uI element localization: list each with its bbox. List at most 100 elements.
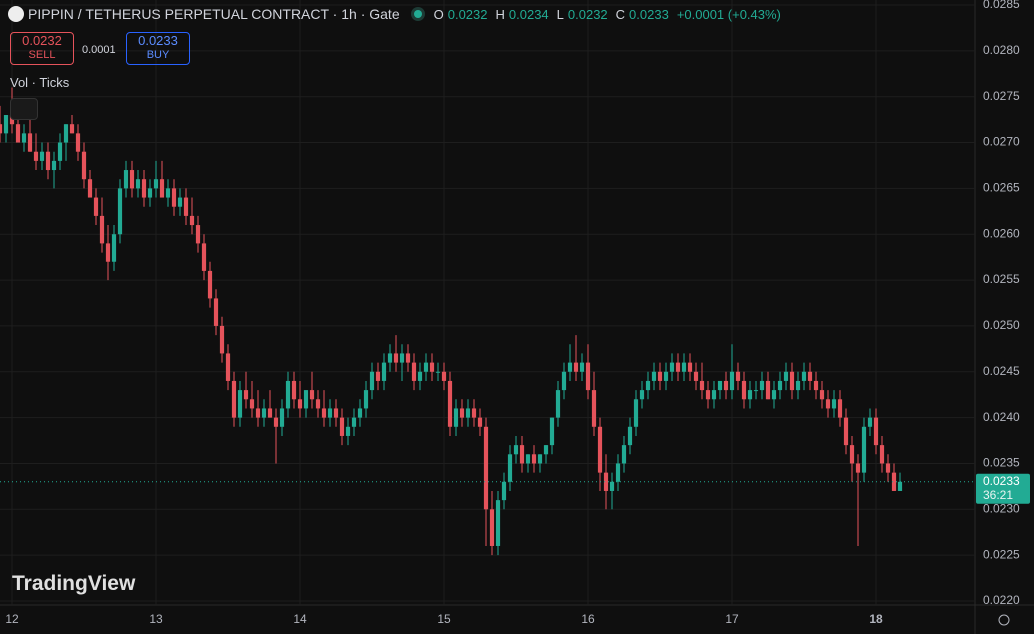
ohlc-key: L bbox=[556, 6, 564, 22]
buy-price: 0.0233 bbox=[138, 33, 178, 48]
ohlc-key: C bbox=[615, 6, 626, 22]
candle-body bbox=[885, 463, 891, 473]
spread: 0.0001 bbox=[82, 44, 116, 56]
candle-body bbox=[0, 124, 3, 134]
ohlc-value: 0.0232 bbox=[447, 6, 488, 22]
candle-body bbox=[777, 380, 783, 391]
candle-body bbox=[711, 390, 717, 400]
candle-body bbox=[393, 353, 399, 363]
candle-body bbox=[423, 362, 429, 372]
candle-body bbox=[753, 390, 759, 392]
candle-body bbox=[765, 380, 771, 400]
candle-body bbox=[213, 298, 219, 326]
candle-body bbox=[333, 408, 339, 418]
candle-body bbox=[183, 197, 189, 216]
candle-body bbox=[267, 408, 273, 418]
indicator-label[interactable]: Vol · Ticks bbox=[10, 75, 70, 90]
candle-body bbox=[609, 481, 615, 491]
collapse-button[interactable] bbox=[10, 98, 38, 120]
candle-body bbox=[111, 234, 117, 262]
candle-body bbox=[21, 133, 27, 143]
candle-body bbox=[873, 417, 879, 446]
candle-body bbox=[531, 454, 537, 464]
candle-body bbox=[879, 445, 885, 464]
buy-button[interactable]: 0.0233 BUY bbox=[126, 32, 190, 65]
candle-body bbox=[435, 371, 441, 373]
candle-body bbox=[219, 325, 225, 354]
buy-label: BUY bbox=[146, 49, 170, 61]
candle-body bbox=[525, 454, 531, 464]
candle-body bbox=[483, 426, 489, 510]
candle-body bbox=[825, 399, 831, 409]
candle-body bbox=[309, 390, 315, 400]
candle-body bbox=[243, 390, 249, 400]
candle-body bbox=[225, 353, 231, 381]
candle-body bbox=[645, 380, 651, 391]
x-tick-label: 15 bbox=[437, 612, 451, 626]
candle-body bbox=[57, 142, 63, 161]
x-tick-label: 17 bbox=[725, 612, 739, 626]
candle-body bbox=[675, 362, 681, 372]
candle-body bbox=[633, 399, 639, 427]
ohlc-key: H bbox=[495, 6, 505, 22]
x-tick-label: 18 bbox=[869, 612, 883, 626]
candle-body bbox=[729, 371, 735, 391]
candle-body bbox=[897, 481, 903, 491]
candle-body bbox=[249, 399, 255, 409]
candle-body bbox=[273, 417, 279, 427]
candle-body bbox=[861, 426, 867, 473]
candle-body bbox=[639, 390, 645, 400]
candle-body bbox=[657, 371, 663, 381]
candle-body bbox=[399, 353, 405, 363]
candle-body bbox=[99, 215, 105, 244]
candle-body bbox=[489, 509, 495, 546]
candle-body bbox=[381, 362, 387, 381]
y-tick-label: 0.0270 bbox=[983, 135, 1020, 149]
candle-body bbox=[795, 380, 801, 391]
candle-body bbox=[507, 454, 513, 482]
ohlc-value: 0.0232 bbox=[567, 6, 608, 22]
y-tick-label: 0.0275 bbox=[983, 89, 1020, 103]
candle-body bbox=[237, 390, 243, 418]
y-tick-label: 0.0250 bbox=[983, 318, 1020, 332]
candle-body bbox=[615, 463, 621, 482]
candle-body bbox=[459, 408, 465, 418]
candle-body bbox=[351, 417, 357, 427]
candle-body bbox=[135, 179, 141, 189]
candle-body bbox=[567, 362, 573, 372]
candle-body bbox=[405, 353, 411, 363]
candle-body bbox=[849, 445, 855, 464]
candle-body bbox=[261, 408, 267, 418]
candle-body bbox=[195, 225, 201, 244]
candle-body bbox=[597, 426, 603, 473]
candle-body bbox=[177, 197, 183, 207]
candle-body bbox=[831, 399, 837, 409]
candle-body bbox=[699, 380, 705, 391]
candle-body bbox=[357, 408, 363, 418]
candle-body bbox=[15, 124, 21, 143]
chart-title: PIPPIN / TETHERUS PERPETUAL CONTRACT · 1… bbox=[28, 6, 400, 22]
candle-body bbox=[279, 408, 285, 427]
candle-body bbox=[159, 179, 165, 198]
candle-body bbox=[669, 362, 675, 372]
candle-body bbox=[291, 380, 297, 400]
candle-body bbox=[375, 371, 381, 381]
candle-body bbox=[297, 399, 303, 409]
candle-body bbox=[33, 151, 39, 161]
candle-body bbox=[501, 481, 507, 501]
candle-body bbox=[327, 408, 333, 418]
candle-body bbox=[513, 445, 519, 455]
candle-body bbox=[867, 417, 873, 427]
candle-body bbox=[477, 417, 483, 427]
candle-body bbox=[339, 417, 345, 436]
ohlc-change: +0.0001 (+0.43%) bbox=[676, 6, 781, 22]
sell-price: 0.0232 bbox=[22, 33, 62, 48]
candle-body bbox=[141, 179, 147, 198]
candle-body bbox=[441, 371, 447, 381]
candle-body bbox=[411, 362, 417, 381]
watermark: TradingView bbox=[12, 572, 136, 595]
sell-button[interactable]: 0.0232 SELL bbox=[10, 32, 74, 65]
candle-body bbox=[807, 371, 813, 381]
y-tick-label: 0.0255 bbox=[983, 272, 1020, 286]
